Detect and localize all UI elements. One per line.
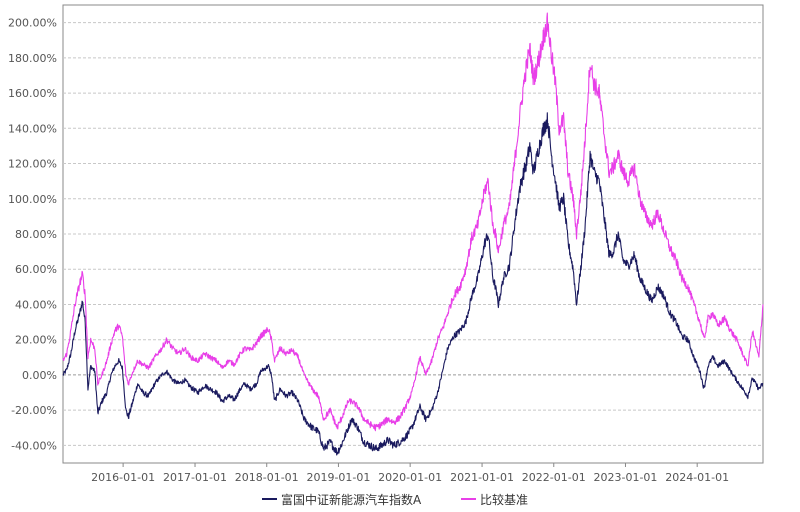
y-tick-label: 0.00% xyxy=(22,369,57,382)
y-tick-label: 60.00% xyxy=(15,263,57,276)
x-tick-label: 2019-01-01 xyxy=(306,471,370,484)
x-tick-label: 2018-01-01 xyxy=(235,471,299,484)
legend-label-benchmark: 比较基准 xyxy=(480,492,528,507)
series-line-benchmark xyxy=(62,12,764,432)
x-tick-label: 2021-01-01 xyxy=(450,471,514,484)
y-tick-label: -20.00% xyxy=(11,404,57,417)
series-line-fund xyxy=(62,112,764,456)
grid-lines xyxy=(63,22,763,446)
y-tick-label: 40.00% xyxy=(15,298,57,311)
y-tick-label: 160.00% xyxy=(8,87,57,100)
x-axis: 2016-01-01 2017-01-01 2018-01-01 2019-01-01… xyxy=(91,463,729,484)
y-tick-label: 80.00% xyxy=(15,228,57,241)
x-tick-label: 2022-01-01 xyxy=(522,471,586,484)
x-tick-label: 2016-01-01 xyxy=(91,471,155,484)
y-tick-label: 120.00% xyxy=(8,158,57,171)
y-tick-label: 100.00% xyxy=(8,193,57,206)
y-tick-label: 20.00% xyxy=(15,334,57,347)
y-tick-label: 200.00% xyxy=(8,17,57,30)
series-lines xyxy=(62,12,764,456)
x-tick-label: 2020-01-01 xyxy=(378,471,442,484)
y-axis: -40.00% -20.00% 0.00% 20.00% 40.00% 60.00% 80.… xyxy=(8,17,57,453)
x-tick-label: 2023-01-01 xyxy=(594,471,658,484)
y-tick-label: 180.00% xyxy=(8,52,57,65)
x-tick-label: 2017-01-01 xyxy=(163,471,227,484)
y-tick-label: -40.00% xyxy=(11,439,57,452)
legend-label-fund: 富国中证新能源汽车指数A xyxy=(281,492,422,507)
y-tick-label: 140.00% xyxy=(8,122,57,135)
legend: 富国中证新能源汽车指数A 比较基准 xyxy=(262,492,528,507)
x-tick-label: 2024-01-01 xyxy=(665,471,729,484)
